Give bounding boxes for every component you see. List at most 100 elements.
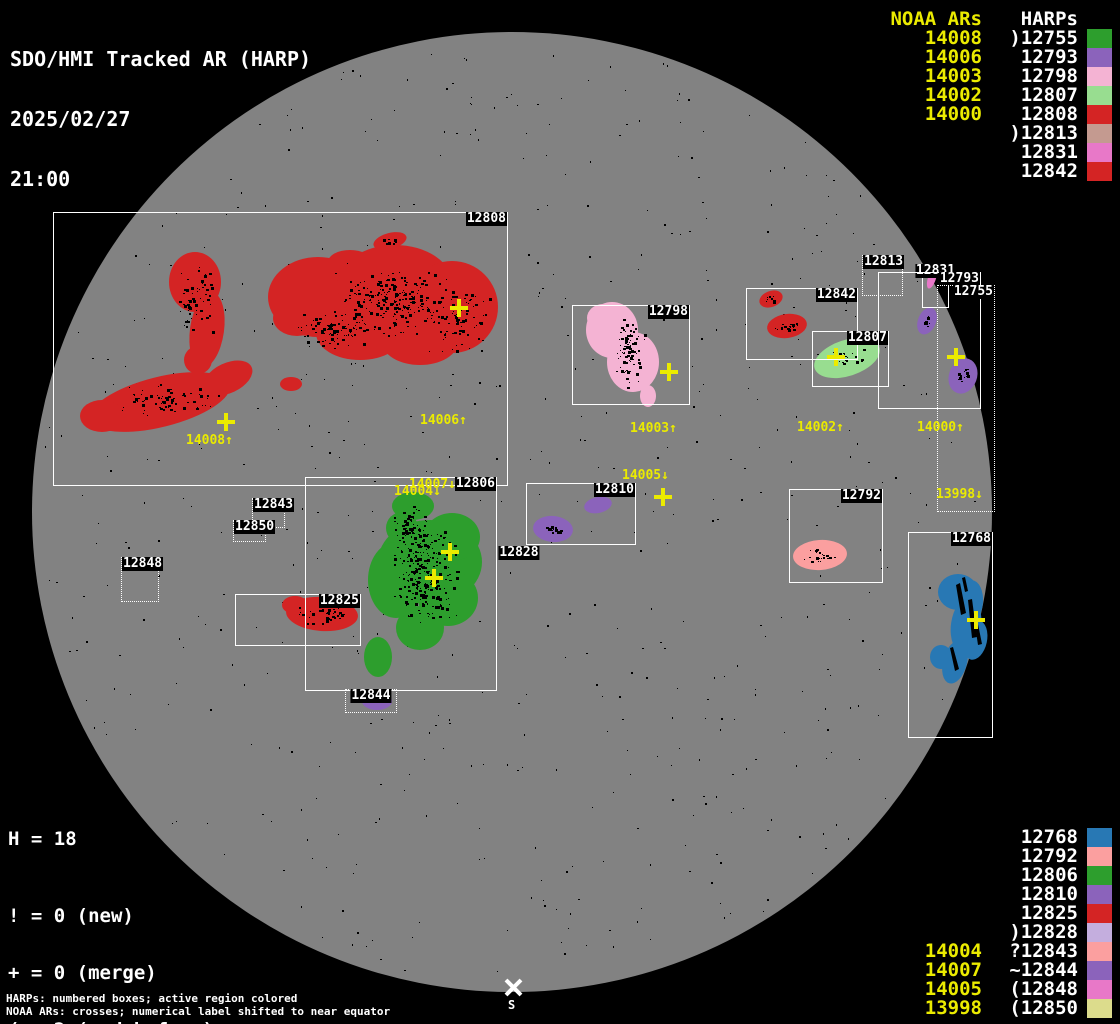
noaa-cross-14006 [450, 299, 468, 317]
noaa-cross-13998 [967, 611, 985, 629]
harp-box-12825: 12825 [235, 594, 361, 646]
page-title: SDO/HMI Tracked AR (HARP) [10, 47, 312, 71]
noaa-harp-row: 14000 12808 [890, 105, 1120, 124]
swatch-spacer [1087, 10, 1112, 29]
time-label: 21:00 [10, 167, 71, 191]
harp-box-12810: 12810 [526, 483, 636, 545]
noaa-cross-14003 [660, 363, 678, 381]
harp-box-label: 12807 [846, 330, 888, 345]
noaa-label-14005: 14005↓ [622, 468, 669, 483]
noaa-harp-row: 13998 (12850 [890, 999, 1120, 1018]
harp-color-swatch [1087, 923, 1112, 942]
harp-box-12828: 12828 [498, 546, 540, 560]
legend-line: ! = 0 (new) [8, 905, 134, 927]
top-right-table: NOAA ARs HARPs 14008)12755 14006 12793 1400… [890, 10, 1120, 181]
region-12808 [80, 232, 498, 432]
title-block: SDO/HMI Tracked AR (HARP) 2025/02/27 21:… [10, 9, 311, 229]
noaa-cross-14000 [947, 348, 965, 366]
harp-box-label: 12848 [122, 556, 164, 571]
noaa-label-14008: 14008↑ [186, 433, 233, 448]
harp-box-12806: 12806 [305, 477, 497, 691]
harp-count: H = 18 [8, 828, 77, 850]
harp-color-swatch [1087, 885, 1112, 904]
noaa-harp-row: 14007 ~12844 [890, 961, 1120, 980]
harp-number: )12828 [1009, 921, 1078, 943]
noaa-cross-14002 [827, 348, 845, 366]
harp-color-swatch [1087, 847, 1112, 866]
harp-number: ?12843 [1009, 940, 1078, 962]
bottom-right-rows: 12768 12792 12806 12810 12825)12828 14004 ?128… [890, 828, 1120, 1018]
noaa-ar-number: 14005 [924, 978, 982, 1000]
noaa-label-13998: 13998↓ [936, 487, 983, 502]
harp-box-label: 12844 [350, 688, 392, 703]
harp-number: 12825 [1020, 902, 1078, 924]
noaa-harp-row: 12806 [890, 866, 1120, 885]
solar-disk [32, 32, 992, 992]
noaa-crosses [217, 299, 985, 629]
noaa-label-14002: 14002↑ [797, 420, 844, 435]
harp-color-swatch [1087, 124, 1112, 143]
noaa-harp-row: 14008)12755 [890, 29, 1120, 48]
noaa-ar-number: 14007 [924, 959, 982, 981]
harp-box-label: 12828 [498, 545, 540, 560]
harp-number: 12793 [1020, 46, 1078, 68]
harp-box-12844: 12844 [345, 689, 397, 713]
noaa-ar-number [890, 162, 982, 181]
harp-box-12813: 12813 [862, 254, 905, 296]
noaa-label-14006: 14006↑ [420, 413, 467, 428]
harp-box-label: 12810 [593, 482, 635, 497]
table-header-row: NOAA ARs HARPs [890, 10, 1120, 29]
noaa-ar-number: 13998 [924, 997, 982, 1019]
noaa-label-14007: 14007↓ [409, 477, 456, 492]
noaa-ar-number: 14006 [924, 46, 982, 68]
noaa-ar-number: 14008 [924, 27, 982, 49]
harp-color-swatch [1087, 828, 1112, 847]
active-region-blobs [80, 232, 988, 710]
footnote-noaa: NOAA ARs: crosses; numerical label shift… [6, 1005, 391, 1018]
harp-number: 12831 [1020, 141, 1078, 163]
harp-box-12798: 12798 [572, 305, 690, 405]
harp-color-swatch [1087, 143, 1112, 162]
noaa-column-header: NOAA ARs [890, 8, 982, 30]
harp-color-swatch [1087, 904, 1112, 923]
harp-box-12808: 12808 [53, 212, 508, 486]
south-pole-label: S [508, 998, 516, 1012]
noaa-ar-number [890, 124, 982, 143]
noaa-ar-number [890, 847, 982, 866]
harp-box-label: 12793 [938, 271, 980, 286]
noaa-harp-row: )12828 [890, 923, 1120, 942]
footnote-harps: HARPs: numbered boxes; active region col… [6, 992, 298, 1005]
south-pole-marker [504, 978, 523, 997]
harp-box-label: 12813 [863, 254, 905, 269]
noaa-label-14003: 14003↑ [630, 421, 677, 436]
noaa-ar-number [890, 828, 982, 847]
harp-box-12792: 12792 [789, 489, 883, 583]
harp-box-12848: 12848 [121, 557, 164, 602]
harp-color-swatch [1087, 866, 1112, 885]
harp-box-12755: 12755 [937, 285, 995, 512]
legend-line: + = 0 (merge) [8, 962, 157, 984]
harp-box-12850: 12850 [233, 520, 276, 542]
harp-box-label: 12842 [815, 287, 857, 302]
harp-box-label: 12798 [647, 304, 689, 319]
date-label: 2025/02/27 [10, 107, 131, 131]
noaa-harp-row: 14002 12807 [890, 86, 1120, 105]
harp-number: 12810 [1020, 883, 1078, 905]
harp-number: 12807 [1020, 84, 1078, 106]
harp-color-swatch [1087, 105, 1112, 124]
region-12806 [364, 492, 482, 677]
harp-number: 12806 [1020, 864, 1078, 886]
top-right-rows: 14008)12755 14006 12793 14003 12798 14002 1280… [890, 29, 1120, 181]
legend-line: ( = 2 (pad before) [8, 1021, 225, 1024]
noaa-harp-row: 12768 [890, 828, 1120, 847]
noaa-cross-14004 [425, 569, 443, 587]
noaa-cross-14007 [441, 543, 459, 561]
noaa-ar-number: 14004 [924, 940, 982, 962]
harp-number: 12768 [1020, 826, 1078, 848]
harp-box-label: 12843 [253, 497, 295, 512]
noaa-label-14000: 14000↑ [917, 420, 964, 435]
harp-number: 12842 [1020, 160, 1078, 182]
harp-number: (12848 [1009, 978, 1078, 1000]
noaa-ar-number [890, 885, 982, 904]
